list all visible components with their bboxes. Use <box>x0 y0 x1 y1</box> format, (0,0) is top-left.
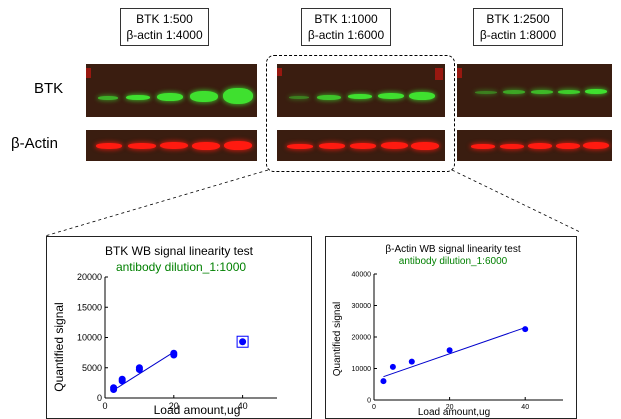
y-axis-label: Quantified signal <box>52 302 66 391</box>
condition-btk-dilution: BTK 1:2500 <box>486 12 550 26</box>
y-tick-label: 30000 <box>352 303 372 310</box>
chart-subtitle: antibody dilution_1:6000 <box>399 256 508 267</box>
blot-actin-1 <box>86 130 257 161</box>
actin-linearity-chart-panel: β-Actin WB signal linearity test antibod… <box>325 236 577 419</box>
y-tick-label: 0 <box>367 397 371 404</box>
blot-actin-3 <box>457 130 612 161</box>
data-point <box>380 378 387 385</box>
data-point <box>389 363 396 370</box>
blot-btk-3 <box>457 64 612 117</box>
x-tick-label: 40 <box>521 404 529 411</box>
y-axis-label: Quantified signal <box>332 302 343 377</box>
blot-actin-2 <box>277 130 445 161</box>
highlight-frame <box>266 55 455 172</box>
row-label-actin: β-Actin <box>11 135 58 152</box>
condition-actin-dilution: β-actin 1:8000 <box>479 28 557 42</box>
data-point <box>522 326 529 333</box>
y-tick-label: 10000 <box>77 333 102 343</box>
x-tick-label: 0 <box>372 404 376 411</box>
x-axis-label: Load amount,ug <box>154 403 241 417</box>
y-tick-label: 5000 <box>82 363 102 373</box>
data-point <box>239 338 247 346</box>
row-label-btk: BTK <box>34 80 64 97</box>
data-point <box>135 364 143 372</box>
condition-box-3: BTK 1:2500 β-actin 1:8000 <box>473 8 563 46</box>
outlier-marker <box>236 335 249 348</box>
chart-title: β-Actin WB signal linearity test <box>385 244 520 255</box>
condition-btk-dilution: BTK 1:1000 <box>314 12 378 26</box>
data-point <box>170 349 178 357</box>
condition-actin-dilution: β-actin 1:4000 <box>126 28 203 42</box>
data-point <box>118 375 126 383</box>
blot-btk-1 <box>86 64 257 117</box>
x-tick-label: 20 <box>169 401 179 411</box>
y-tick-label: 20000 <box>77 272 102 282</box>
fit-line <box>383 327 526 378</box>
condition-actin-dilution: β-actin 1:6000 <box>307 28 385 42</box>
x-tick-label: 40 <box>238 401 248 411</box>
y-tick-label: 15000 <box>77 302 102 312</box>
data-point <box>446 347 453 354</box>
chart-title: BTK WB signal linearity test <box>105 244 254 258</box>
x-tick-label: 20 <box>446 404 454 411</box>
y-tick-label: 10000 <box>352 366 372 373</box>
actin-linearity-chart: β-Actin WB signal linearity test antibod… <box>332 244 563 418</box>
y-tick-label: 20000 <box>352 334 372 341</box>
x-tick-label: 0 <box>102 401 107 411</box>
chart-subtitle: antibody dilution_1:1000 <box>116 260 246 274</box>
blot-btk-2 <box>277 64 445 117</box>
x-axis-label: Load amount,ug <box>418 407 490 418</box>
btk-linearity-chart-panel: BTK WB signal linearity test antibody di… <box>46 236 312 419</box>
y-tick-label: 40000 <box>352 271 372 278</box>
condition-btk-dilution: BTK 1:500 <box>136 12 193 26</box>
y-tick-label: 0 <box>97 393 102 403</box>
condition-box-2: BTK 1:1000 β-actin 1:6000 <box>301 8 391 46</box>
btk-linearity-chart: BTK WB signal linearity test antibody di… <box>52 244 277 417</box>
data-point <box>408 358 415 365</box>
data-point <box>110 384 118 392</box>
condition-box-1: BTK 1:500 β-actin 1:4000 <box>120 8 209 46</box>
